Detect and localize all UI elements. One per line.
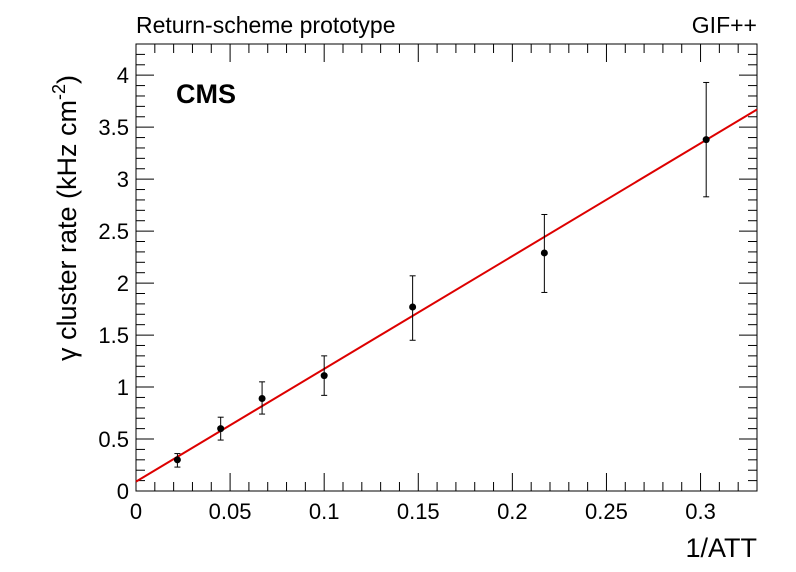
data-point bbox=[409, 275, 417, 341]
header-left-text: Return-scheme prototype bbox=[136, 12, 396, 38]
x-tick-label: 0.3 bbox=[685, 499, 716, 524]
x-axis-title: 1/ATT bbox=[685, 533, 757, 563]
y-tick-label: 3.5 bbox=[98, 115, 129, 140]
fit-line bbox=[135, 108, 758, 483]
y-axis-title-close: ) bbox=[52, 75, 82, 84]
data-point bbox=[258, 381, 266, 415]
x-tick-label: 0.1 bbox=[309, 499, 340, 524]
data-point bbox=[173, 453, 181, 468]
x-tick-label: 0.2 bbox=[497, 499, 528, 524]
data-point bbox=[702, 81, 710, 198]
y-axis-ticks: 0 0.5 1 1.5 2 2.5 3 3.5 4 bbox=[98, 43, 757, 504]
data-point-marker bbox=[258, 394, 266, 402]
data-point-marker bbox=[173, 456, 181, 464]
y-tick-label: 0 bbox=[117, 479, 129, 504]
header-right-text: GIF++ bbox=[692, 12, 757, 38]
x-tick-label: 0.25 bbox=[585, 499, 628, 524]
y-tick-label: 2.5 bbox=[98, 219, 129, 244]
cms-label: CMS bbox=[176, 79, 236, 109]
y-tick-label: 3 bbox=[117, 167, 129, 192]
data-points bbox=[173, 81, 710, 468]
x-axis-ticks: 0 0.05 0.1 0.15 0.2 0.25 0.3 bbox=[130, 44, 758, 524]
x-tick-label: 0 bbox=[130, 499, 142, 524]
y-tick-label: 4 bbox=[117, 63, 129, 88]
y-tick-label: 1.5 bbox=[98, 323, 129, 348]
data-point-marker bbox=[409, 303, 417, 311]
fit-line-group bbox=[135, 108, 758, 483]
plot-frame bbox=[135, 43, 758, 492]
y-tick-label: 1 bbox=[117, 375, 129, 400]
x-tick-label: 0.15 bbox=[397, 499, 440, 524]
data-point-marker bbox=[702, 136, 710, 144]
y-axis-title-exponent: -2 bbox=[49, 84, 69, 100]
data-point bbox=[320, 355, 328, 396]
x-tick-label: 0.05 bbox=[209, 499, 252, 524]
data-point-marker bbox=[320, 372, 328, 380]
data-point bbox=[540, 213, 548, 293]
data-point-marker bbox=[217, 425, 225, 433]
data-point-marker bbox=[540, 249, 548, 257]
data-point bbox=[217, 416, 225, 441]
y-tick-label: 2 bbox=[117, 271, 129, 296]
y-axis-title: γ cluster rate (kHz cm-2) bbox=[49, 75, 82, 361]
y-tick-label: 0.5 bbox=[98, 427, 129, 452]
y-axis-title-main: γ cluster rate (kHz cm bbox=[52, 100, 82, 361]
